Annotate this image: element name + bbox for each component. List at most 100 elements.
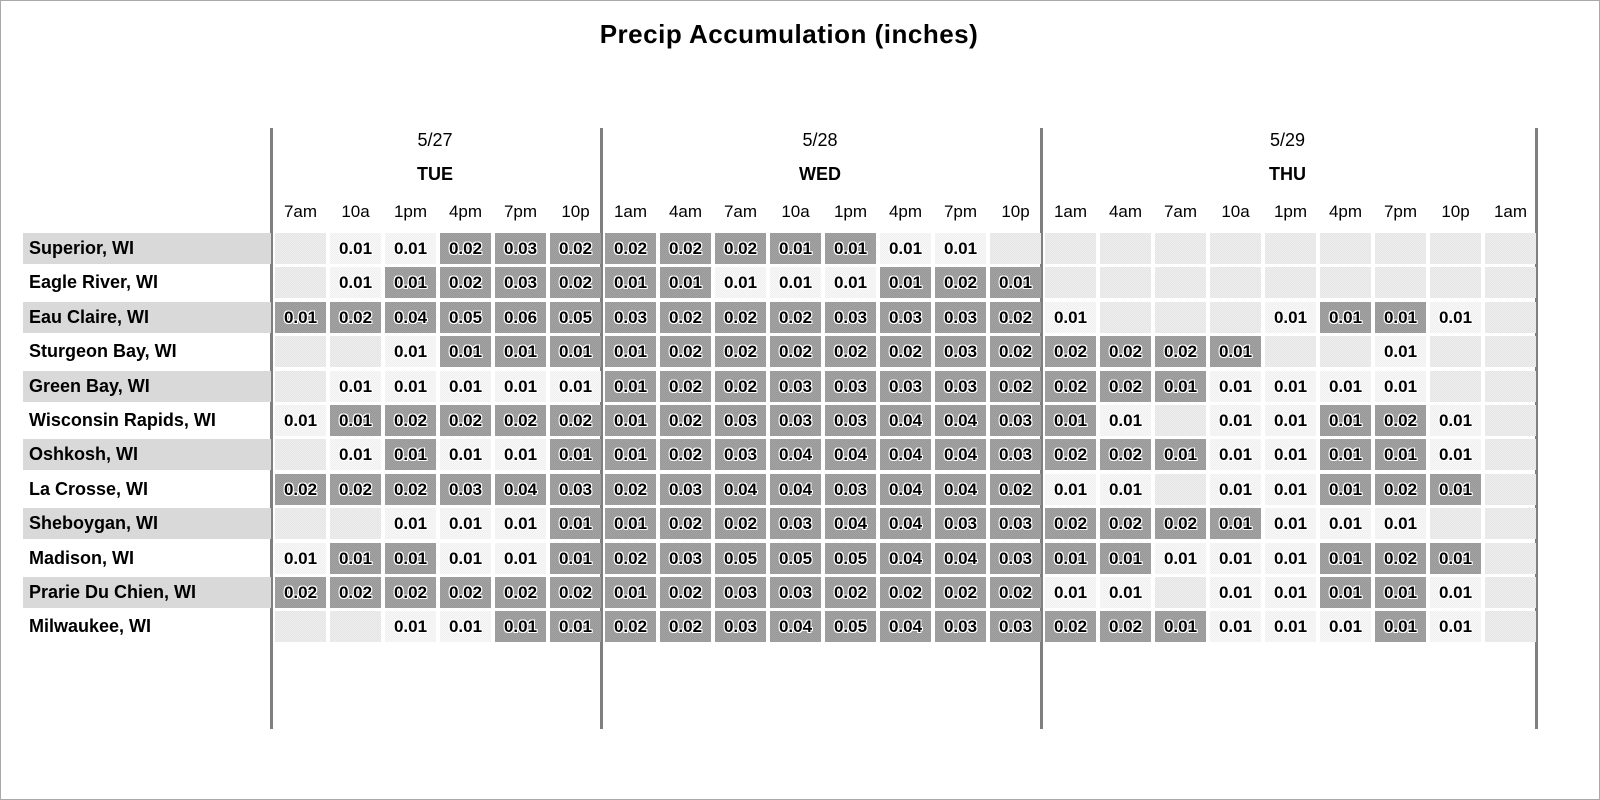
precip-cell: 0.02 [660,577,711,608]
precip-cell: 0.02 [715,302,766,333]
precip-cell: 0.01 [275,302,326,333]
precip-cell: 0.01 [1265,577,1316,608]
precip-cell: 0.01 [495,543,546,574]
precip-cell: 0.01 [385,371,436,402]
precip-cell: 0.01 [715,267,766,298]
precip-cell [275,336,326,367]
precip-cell: 0.02 [495,405,546,436]
precip-cell [1210,233,1261,264]
precip-cell [1155,577,1206,608]
precip-cell: 0.01 [1265,611,1316,642]
precip-cell: 0.01 [1045,577,1096,608]
precip-cell: 0.02 [660,439,711,470]
row-label: Eau Claire, WI [23,302,271,333]
precip-cell [330,508,381,539]
precip-cell: 0.03 [880,302,931,333]
precip-cell: 0.03 [825,302,876,333]
precip-cell: 0.01 [1320,543,1371,574]
precip-cell: 0.02 [715,233,766,264]
precip-cell: 0.01 [440,439,491,470]
precip-cell: 0.01 [1210,543,1261,574]
precip-cell: 0.04 [880,543,931,574]
precip-cell [1485,233,1536,264]
precip-cell [1485,611,1536,642]
precip-cell: 0.01 [1210,336,1261,367]
precip-cell: 0.02 [990,474,1041,505]
time-label: 7pm [503,202,538,221]
precip-cell [1375,233,1426,264]
precip-cell: 0.03 [660,543,711,574]
precip-cell: 0.03 [770,371,821,402]
precip-cell [1485,336,1536,367]
precip-cell [1430,371,1481,402]
precip-cell: 0.04 [935,405,986,436]
precip-cell: 0.01 [1210,474,1261,505]
precip-cell: 0.02 [275,577,326,608]
row-label: Prarie Du Chien, WI [23,577,271,608]
precip-cell: 0.01 [495,611,546,642]
precip-cell: 0.05 [825,543,876,574]
precip-cell: 0.01 [1430,302,1481,333]
precip-cell: 0.01 [1375,439,1426,470]
precip-cell: 0.02 [880,577,931,608]
time-label: 4am [1108,202,1143,221]
precip-cell: 0.01 [1155,439,1206,470]
precip-cell: 0.02 [660,233,711,264]
precip-cell [275,267,326,298]
precip-cell: 0.02 [440,267,491,298]
precip-cell: 0.02 [715,336,766,367]
precip-cell: 0.01 [1320,577,1371,608]
precip-cell: 0.05 [825,611,876,642]
precip-cell: 0.01 [1375,577,1426,608]
precip-cell: 0.01 [1320,405,1371,436]
precip-cell [1155,474,1206,505]
precip-cell: 0.02 [1100,336,1151,367]
precip-cell: 0.02 [330,302,381,333]
precip-cell: 0.02 [385,474,436,505]
precip-cell [1265,336,1316,367]
precip-cell [1045,233,1096,264]
precip-cell: 0.04 [935,543,986,574]
precip-cell: 0.02 [660,405,711,436]
precip-cell: 0.04 [715,474,766,505]
precip-cell: 0.02 [1375,543,1426,574]
time-label: 1am [1053,202,1088,221]
precip-cell [275,371,326,402]
precip-cell: 0.03 [935,336,986,367]
precip-cell: 0.01 [1265,508,1316,539]
precip-cell [1485,474,1536,505]
date-label: 5/28 [802,130,838,150]
precip-cell: 0.02 [990,371,1041,402]
precip-cell [990,233,1041,264]
precip-cell: 0.01 [385,611,436,642]
precip-cell: 0.04 [880,508,931,539]
precip-cell: 0.03 [715,611,766,642]
precip-cell: 0.02 [1375,474,1426,505]
precip-cell: 0.01 [1210,577,1261,608]
precip-cell: 0.01 [385,508,436,539]
precip-cell [1320,336,1371,367]
precip-cell: 0.04 [825,508,876,539]
precip-cell: 0.01 [1155,611,1206,642]
precip-cell: 0.01 [605,577,656,608]
precip-cell [1265,233,1316,264]
precip-cell: 0.02 [1045,336,1096,367]
precip-cell: 0.02 [715,508,766,539]
precip-cell: 0.03 [990,543,1041,574]
precip-cell: 0.01 [1100,577,1151,608]
precip-cell: 0.01 [660,267,711,298]
precip-cell: 0.03 [495,233,546,264]
precip-cell: 0.02 [440,233,491,264]
time-label: 4pm [448,202,483,221]
precip-cell: 0.01 [550,611,601,642]
row-label: Sturgeon Bay, WI [29,341,177,361]
precip-cell: 0.01 [1320,474,1371,505]
precip-cell: 0.01 [605,439,656,470]
precip-cell: 0.02 [330,474,381,505]
precip-cell: 0.02 [1045,508,1096,539]
precip-cell [1485,439,1536,470]
date-label: 5/27 [417,130,453,150]
precip-cell [1485,543,1536,574]
time-label: 1pm [833,202,868,221]
precip-cell: 0.02 [990,577,1041,608]
